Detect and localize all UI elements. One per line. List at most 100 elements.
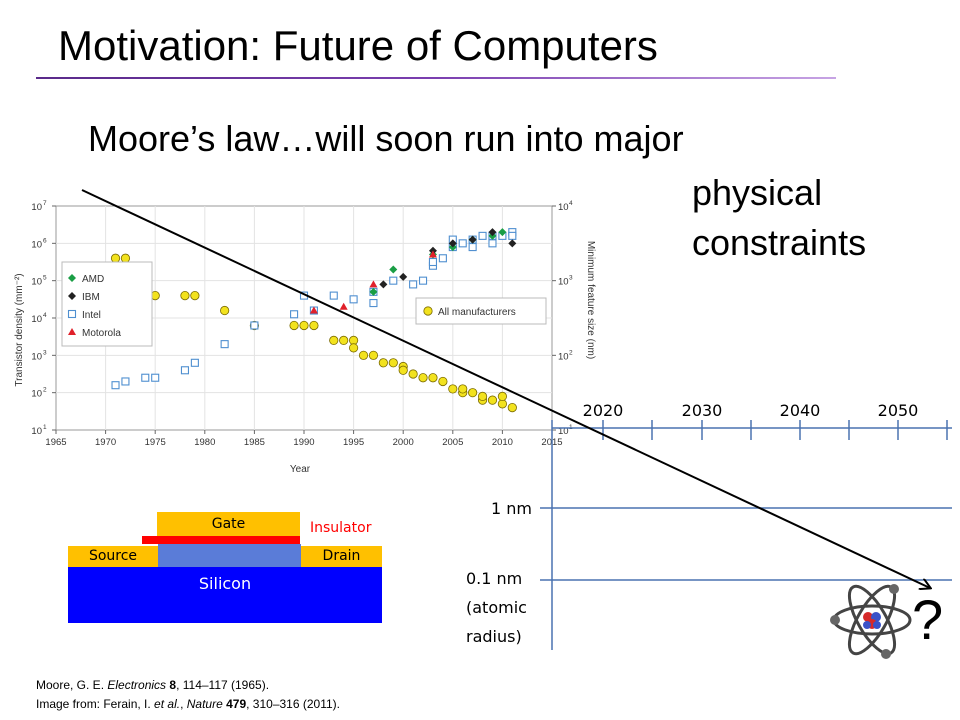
data-point-intel	[151, 373, 160, 382]
data-point-all-manufacturers	[468, 388, 478, 398]
data-point-all-manufacturers	[458, 384, 468, 394]
reference-ferain-pages: , 310–316 (2011).	[246, 697, 340, 711]
data-point-all-manufacturers	[180, 291, 190, 301]
drain-block	[301, 546, 382, 567]
legend-label-all-manufacturers: All manufacturers	[438, 307, 516, 318]
data-point-all-manufacturers	[418, 373, 428, 383]
legend-manufacturers: AMD IBM Intel Motorola	[61, 261, 153, 347]
transistor-diagram: Silicon Source Drain Gate Insulator	[68, 512, 384, 624]
reference-moore: Moore, G. E. Electronics 8, 114–117 (196…	[36, 678, 269, 692]
year-2040-label: 2040	[780, 401, 821, 420]
left-tick-label: 10	[31, 202, 42, 213]
x-tick-label: 2010	[492, 437, 513, 448]
reference-moore-pages: , 114–117 (1965).	[176, 678, 270, 692]
data-points	[110, 228, 517, 413]
left-tick-label: 10	[31, 351, 42, 362]
moores-law-chart: 1965 1970 1975 1980 1985 1990 1995 2000 2005 2010…	[14, 200, 596, 475]
data-point-all-manufacturers	[358, 350, 369, 360]
data-point-all-manufacturers	[329, 335, 339, 345]
data-point-ibm	[468, 235, 477, 244]
level-01nm-label: 0.1 nm	[466, 569, 522, 588]
silicon-label: Silicon	[198, 574, 252, 593]
left-tick-exponent: 1	[43, 424, 47, 431]
data-point-intel	[121, 377, 130, 386]
x-axis-label: Year	[290, 464, 311, 475]
left-tick-label: 10	[31, 239, 42, 250]
data-point-intel	[438, 254, 447, 263]
reference-moore-journal: Electronics	[107, 678, 167, 692]
subtitle-line-2: physical	[692, 172, 823, 213]
data-point-ibm	[488, 228, 497, 237]
legend-all-manufacturers: All manufacturers	[415, 297, 547, 325]
reference-ferain-etal: et al.	[154, 697, 181, 711]
level-01nm-label-atomic: (atomic	[466, 598, 527, 617]
subtitle-line-3: constraints	[692, 222, 867, 263]
data-point-all-manufacturers	[497, 391, 507, 401]
legend-marker-intel	[67, 309, 77, 319]
reference-moore-volume: 8	[166, 678, 177, 692]
right-tick-label: 10	[558, 351, 569, 362]
data-point-all-manufacturers	[348, 343, 359, 353]
x-tick-label: 1985	[244, 437, 265, 448]
legend-label-intel: Intel	[82, 310, 101, 321]
data-point-intel	[220, 340, 229, 349]
left-tick-label: 10	[31, 314, 42, 325]
data-point-all-manufacturers	[299, 320, 309, 331]
channel-layer	[158, 544, 301, 567]
data-point-ibm	[399, 272, 408, 281]
data-point-all-manufacturers	[398, 365, 408, 375]
question-mark: ?	[912, 588, 944, 651]
x-tick-label: 1975	[145, 437, 166, 448]
data-point-all-manufacturers	[378, 358, 388, 368]
data-point-intel	[141, 373, 150, 382]
data-point-motorola	[428, 250, 437, 258]
drain-label: Drain	[322, 548, 361, 564]
title-underline	[36, 77, 836, 79]
data-point-intel	[329, 291, 338, 300]
atom-icon	[830, 584, 912, 659]
data-point-all-manufacturers	[438, 376, 448, 387]
x-tick-label: 1980	[194, 437, 215, 448]
data-point-intel	[180, 366, 190, 375]
x-tick-label: 1970	[95, 437, 116, 448]
right-tick-exponent: 4	[569, 200, 573, 207]
data-point-intel	[478, 231, 487, 240]
trend-arrow	[81, 189, 930, 588]
left-tick-label: 10	[31, 389, 42, 400]
x-tick-label: 2000	[393, 437, 414, 448]
reference-ferain-journal: Nature	[186, 697, 223, 711]
left-axis-label: Transistor density (mm⁻²)	[14, 273, 25, 386]
data-point-intel	[290, 310, 299, 319]
data-point-intel	[190, 358, 199, 367]
data-point-all-manufacturers	[428, 373, 438, 383]
slide-title: Motivation: Future of Computers	[58, 22, 658, 69]
x-tick-label: 1995	[343, 437, 364, 448]
right-tick-label: 10	[558, 426, 569, 437]
right-tick-label: 10	[558, 202, 569, 213]
level-1nm-label: 1 nm	[491, 499, 532, 518]
left-tick-exponent: 6	[43, 237, 47, 244]
legend-marker-ibm	[68, 292, 76, 300]
legend-marker-amd	[68, 274, 76, 282]
year-2050-label: 2050	[878, 401, 919, 420]
insulator-layer	[142, 536, 300, 544]
right-tick-exponent: 3	[569, 275, 573, 282]
silicon-block	[68, 567, 382, 623]
data-point-all-manufacturers	[190, 291, 200, 301]
data-point-motorola	[369, 280, 378, 288]
gate-label: Gate	[211, 516, 246, 532]
data-point-intel	[458, 239, 467, 248]
data-point-all-manufacturers	[487, 395, 498, 405]
legend-box	[415, 297, 547, 325]
year-2030-label: 2030	[682, 401, 723, 420]
data-point-all-manufacturers	[220, 305, 230, 316]
data-point-motorola	[339, 302, 348, 310]
reference-ferain-volume: 479	[222, 697, 247, 711]
source-label: Source	[88, 548, 138, 564]
data-point-intel	[250, 321, 259, 330]
level-01nm-label-radius: radius)	[466, 627, 522, 646]
legend-box	[61, 261, 153, 347]
right-tick-label: 10	[558, 277, 569, 288]
data-point-intel	[409, 280, 418, 289]
